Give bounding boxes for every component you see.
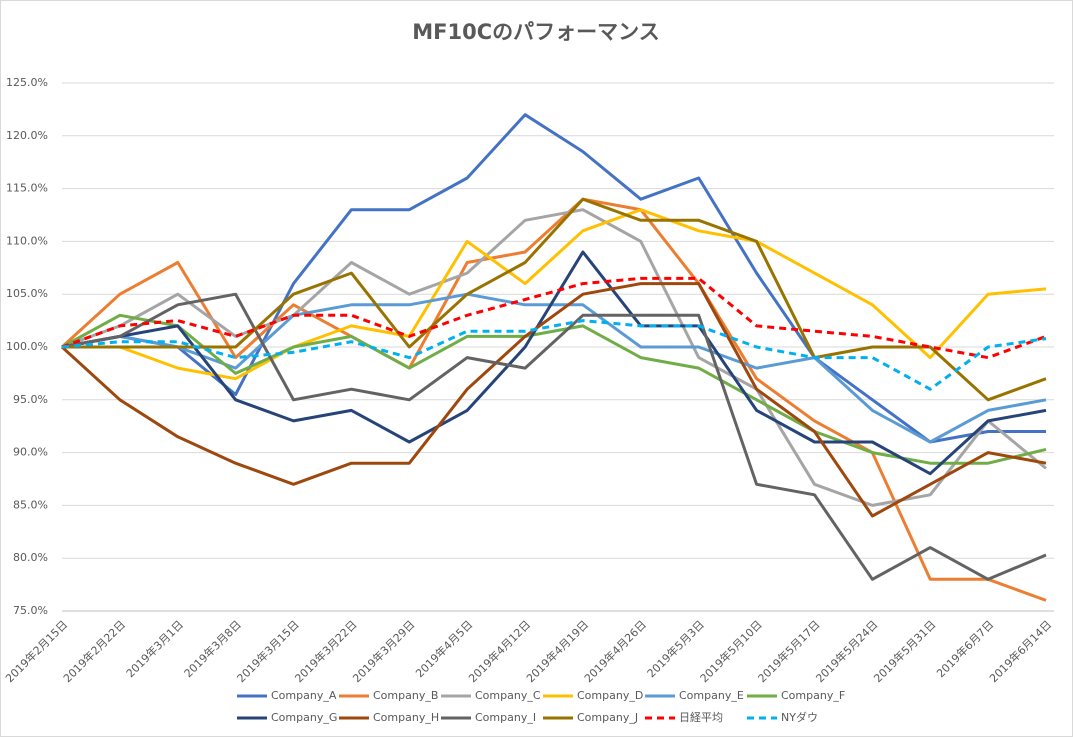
y-tick-label: 110.0%	[6, 234, 48, 247]
legend-label: Company_A	[271, 689, 337, 702]
series-line	[61, 250, 1047, 476]
series-line	[62, 208, 1047, 381]
legend-label: Company_I	[475, 711, 536, 724]
y-tick-label: 80.0%	[13, 551, 48, 564]
legend-label: 日経平均	[679, 711, 723, 724]
chart-title: MF10Cのパフォーマンス	[412, 20, 659, 44]
y-tick-label: 115.0%	[6, 182, 48, 195]
legend-label: Company_C	[475, 689, 541, 702]
legend-label: Company_E	[679, 689, 744, 702]
y-tick-label: 100.0%	[6, 340, 48, 353]
y-tick-label: 120.0%	[6, 129, 48, 142]
series-line	[60, 282, 1047, 518]
series-line	[62, 197, 1047, 402]
y-tick-label: 125.0%	[6, 76, 48, 89]
legend-label: Company_J	[577, 711, 638, 724]
series-line	[61, 276, 1047, 360]
legend-label: Company_H	[373, 711, 439, 724]
legend-label: Company_F	[781, 689, 845, 702]
y-tick-label: 75.0%	[13, 604, 48, 617]
series-line	[61, 313, 1047, 465]
legend-label: Company_G	[271, 711, 337, 724]
y-tick-label: 85.0%	[13, 498, 48, 511]
y-tick-label: 105.0%	[6, 287, 48, 300]
y-tick-label: 90.0%	[13, 446, 48, 459]
series-line	[60, 197, 1047, 602]
series-line	[61, 292, 1047, 581]
legend-label: NYダウ	[781, 710, 818, 724]
legend-label: Company_B	[373, 689, 438, 702]
legend-label: Company_D	[577, 689, 643, 702]
series-line	[61, 208, 1047, 507]
y-tick-label: 95.0%	[13, 393, 48, 406]
